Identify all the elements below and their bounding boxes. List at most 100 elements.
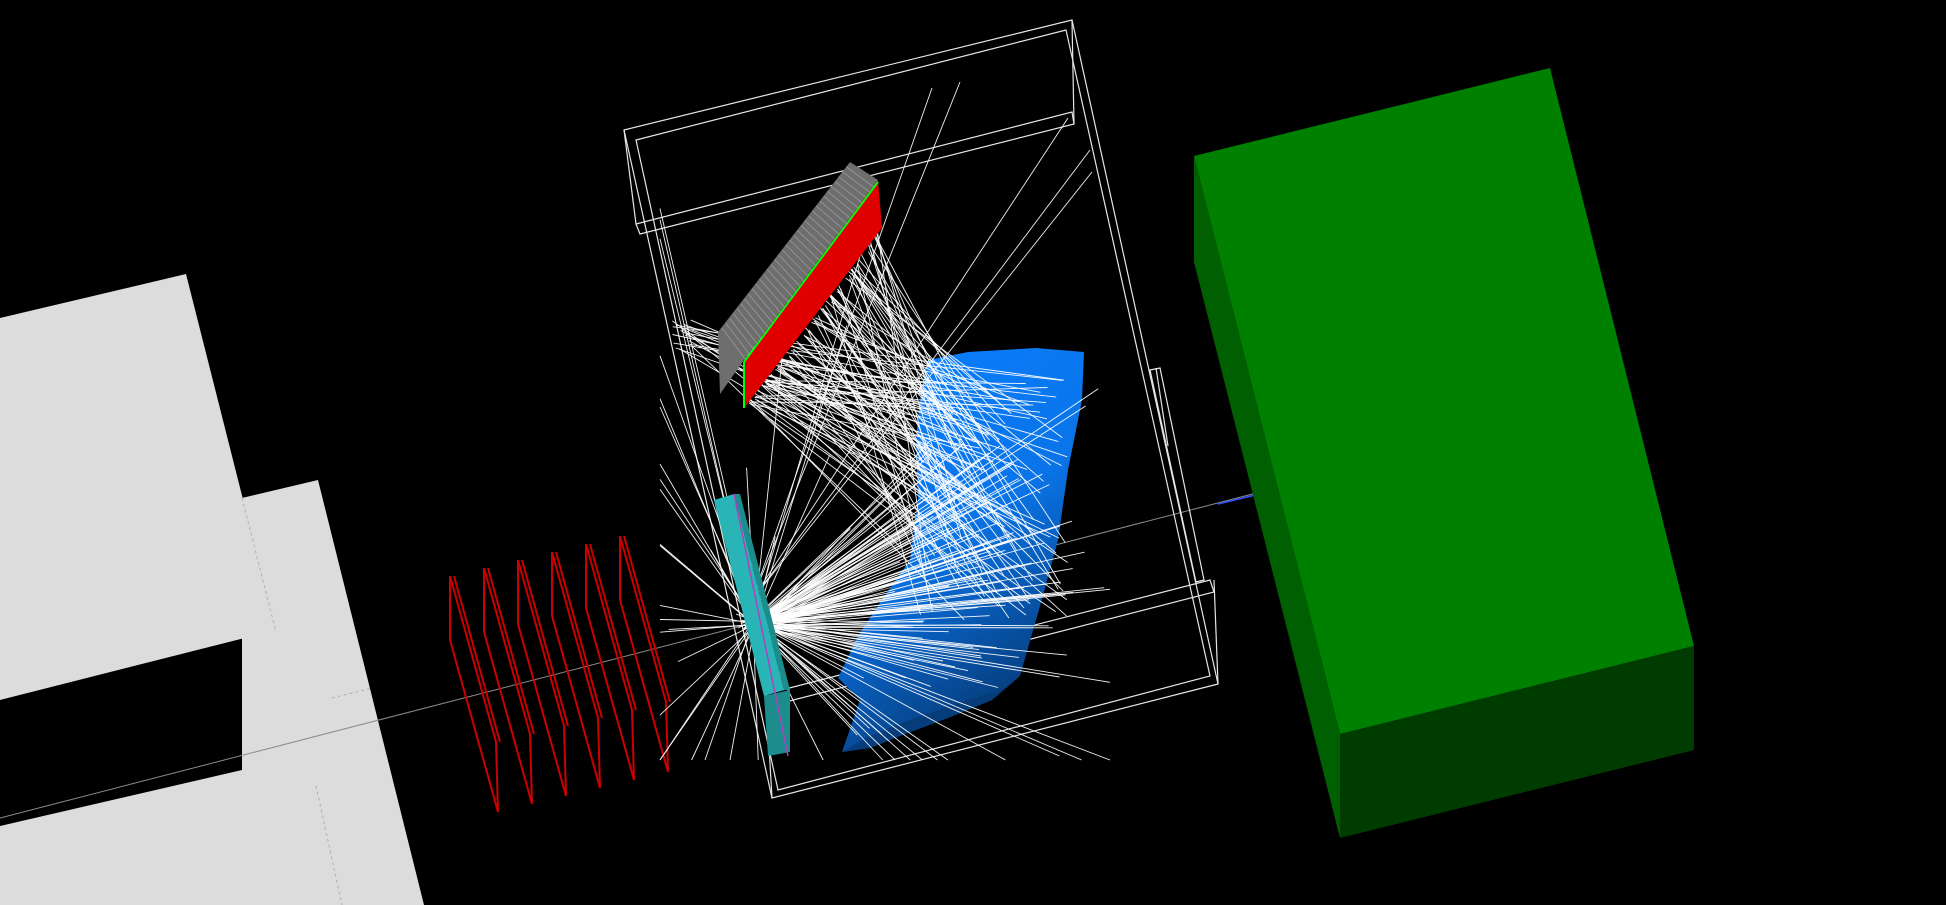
sensor-ridge <box>800 225 828 251</box>
photon-track <box>754 627 1060 678</box>
photon-track <box>822 308 1005 576</box>
sensor-ridge <box>751 288 778 319</box>
photon-track <box>753 624 1111 683</box>
vessel-edge-5 <box>1155 367 1169 447</box>
photon-track <box>659 625 756 716</box>
photon-track <box>854 268 1001 405</box>
sensor-ridge <box>830 186 859 209</box>
photon-track <box>856 262 1059 590</box>
photon-track <box>677 624 755 663</box>
photon-track <box>780 366 928 541</box>
vessel-edge-1 <box>623 129 637 225</box>
photon-track <box>753 551 1085 625</box>
shielding-blocks <box>0 274 424 905</box>
photon-track <box>752 622 974 648</box>
tracker-plane <box>449 575 499 813</box>
tracker-plane <box>551 551 601 789</box>
photon-track <box>753 621 1006 761</box>
photon-track <box>808 329 1010 619</box>
radiator <box>714 493 790 757</box>
photon-track <box>831 301 997 400</box>
photon-track <box>659 621 754 761</box>
photon-track <box>752 405 1086 622</box>
photon-track <box>751 149 1091 601</box>
photon-track <box>757 399 1031 604</box>
shield-block-back <box>0 274 276 700</box>
photon-track <box>868 251 1061 585</box>
photon-track <box>768 375 957 421</box>
sensor-ridge <box>748 293 774 324</box>
tracker-plane-edge <box>453 575 501 743</box>
sensor-ridge <box>838 176 867 199</box>
photon-tracks <box>659 81 1111 761</box>
photon-track <box>754 620 1082 761</box>
sensor-ridge <box>804 220 832 246</box>
sensor-ridge <box>732 313 758 345</box>
photon-track <box>851 268 983 473</box>
photon-track <box>876 232 956 503</box>
photon-track <box>755 530 889 625</box>
photon-track <box>768 374 1006 451</box>
photon-track <box>755 475 1008 627</box>
photon-track <box>778 368 1036 533</box>
photon-track <box>688 340 1014 516</box>
photon-track <box>754 561 901 621</box>
photon-track <box>752 587 1025 626</box>
photon-track <box>798 343 1034 548</box>
sensor-ridge <box>766 269 793 298</box>
photon-track <box>752 620 938 761</box>
tracker-plane <box>619 535 669 773</box>
vessel-inner-face <box>635 29 1211 791</box>
photon-track <box>757 622 983 683</box>
sensor-ridge <box>819 200 848 225</box>
photon-track <box>754 620 982 657</box>
sensor-ridge <box>823 195 852 219</box>
tracker-plane-edge <box>487 567 535 735</box>
tracker-plane <box>517 559 567 797</box>
photon-track <box>749 398 965 621</box>
photon-track <box>757 387 1048 397</box>
photon-track <box>849 278 960 575</box>
sensor-ridge <box>797 230 824 256</box>
photon-track <box>755 570 944 623</box>
photon-track <box>751 87 933 601</box>
shield-edge-a <box>241 497 277 633</box>
photon-track <box>755 623 983 659</box>
sensor-ridge <box>793 234 821 261</box>
tracker-plane-edge <box>555 551 603 719</box>
photon-track <box>850 269 991 441</box>
sensor-ridge <box>789 239 817 267</box>
sensor-ridge <box>763 274 790 303</box>
calorimeter-top <box>1194 68 1694 734</box>
photon-track <box>753 622 923 761</box>
tracker-plane <box>585 543 635 781</box>
sensor-ridge <box>774 259 801 287</box>
photon-track <box>748 399 1051 538</box>
tracker-planes <box>449 535 671 813</box>
radiator-edge-line <box>733 493 789 757</box>
photon-track <box>752 619 914 628</box>
photon-track <box>875 236 991 451</box>
photon-track <box>752 449 931 621</box>
sensor-ridge <box>729 317 755 350</box>
photon-track <box>753 623 1111 761</box>
photon-track <box>821 308 1041 494</box>
photon-track <box>753 527 950 622</box>
photon-track <box>751 401 1034 406</box>
sensor-ridge <box>834 181 863 204</box>
photon-track <box>870 242 949 535</box>
photon-track <box>755 626 1053 629</box>
radiator-front <box>714 494 784 696</box>
photon-track <box>869 244 1066 543</box>
vessel-edge-3 <box>1213 579 1219 685</box>
tracker-plane-edge <box>589 543 637 711</box>
photon-track <box>752 388 1099 624</box>
photon-track <box>803 326 1064 592</box>
calorimeter-bottom <box>1340 646 1694 838</box>
photon-track <box>752 620 906 679</box>
photon-track <box>757 607 978 628</box>
photon-track <box>751 246 864 624</box>
tracker-plane-edge <box>623 535 671 703</box>
photon-track <box>757 390 1060 539</box>
